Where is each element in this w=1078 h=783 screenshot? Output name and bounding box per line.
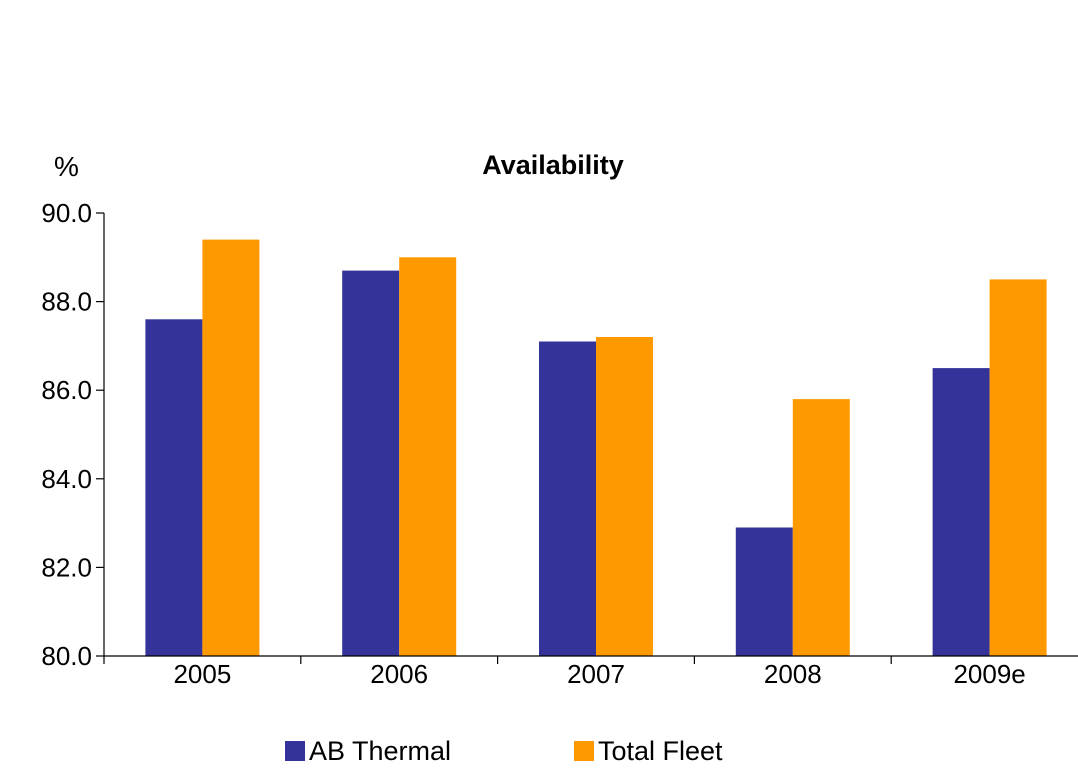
y-tick-label: 80.0 <box>41 641 92 671</box>
axes-layer: 2005 2006 2007 2008 2009e 80.0 82.0 84.0 86.0 88.… <box>41 198 1078 689</box>
bar-total-fleet-2006 <box>399 257 457 656</box>
bars-layer <box>145 239 1047 656</box>
x-tick-label: 2009e <box>953 659 1025 689</box>
legend-swatch-total-fleet <box>574 741 594 761</box>
x-tick-label: 2008 <box>764 659 822 689</box>
legend-label-ab-thermal: AB Thermal <box>309 736 451 766</box>
x-tick-label: 2006 <box>370 659 428 689</box>
y-tick-label: 84.0 <box>41 464 92 494</box>
bar-total-fleet-2009e <box>989 279 1047 656</box>
x-tick-label: 2007 <box>567 659 625 689</box>
bar-ab-thermal-2007 <box>539 341 596 656</box>
bar-total-fleet-2005 <box>202 239 260 656</box>
bar-ab-thermal-2008 <box>735 527 793 656</box>
bar-ab-thermal-2006 <box>342 270 400 656</box>
bar-ab-thermal-2005 <box>145 319 203 656</box>
legend: AB Thermal Total Fleet <box>285 736 723 766</box>
y-tick-label: 82.0 <box>41 552 92 582</box>
chart-title: Availability <box>482 150 624 180</box>
y-tick-label: 88.0 <box>41 287 92 317</box>
y-tick-label: 90.0 <box>41 198 92 228</box>
legend-label-total-fleet: Total Fleet <box>598 736 723 766</box>
y-tick-label: 86.0 <box>41 375 92 405</box>
bar-ab-thermal-2009e <box>932 368 990 656</box>
bar-total-fleet-2008 <box>792 399 850 656</box>
legend-swatch-ab-thermal <box>285 741 305 761</box>
y-unit-label: % <box>54 151 79 182</box>
x-tick-label: 2005 <box>173 659 231 689</box>
bar-total-fleet-2007 <box>596 337 653 656</box>
